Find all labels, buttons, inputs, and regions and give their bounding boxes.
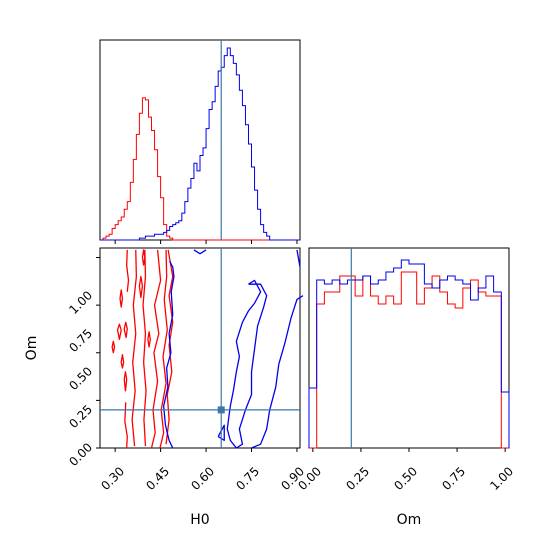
om-x-tick-label: 0.75: [439, 464, 468, 493]
om-y-tick-label: 1.00: [66, 288, 95, 317]
truth-lines: [100, 40, 352, 448]
om-y-tick-labels: 0.00 0.25 0.50 0.75 1.00: [66, 288, 95, 469]
truth-marker: [217, 406, 225, 414]
x-axis-label-h0: H0: [190, 512, 209, 528]
om-histogram: [308, 259, 510, 449]
om-x-tick-label: 0.50: [391, 464, 420, 493]
blue-contour-line: [162, 261, 175, 449]
red-contour-line: [131, 249, 138, 447]
om-y-tick-label: 0.25: [66, 402, 95, 431]
h0-om-contours: [111, 249, 304, 449]
red-contour-island: [138, 275, 144, 299]
red-contour-line: [159, 249, 168, 449]
blue-contour-line: [296, 249, 301, 268]
h0-tick-labels: 0.30 0.45 0.60 0.75 0.90: [98, 464, 307, 493]
om-histogram-panel: [308, 247, 510, 449]
blue-contour-line: [226, 279, 268, 449]
om-y-tick-label: 0.00: [66, 440, 95, 469]
h0-om-contour-panel: [99, 247, 301, 449]
red-contour-island: [119, 289, 124, 308]
red-contour-island: [141, 249, 146, 266]
h0-histogram: [100, 47, 300, 241]
red-contour-line: [150, 249, 162, 449]
h0-hist-red: [100, 97, 300, 241]
om-x-tick-labels: 0.00 0.25 0.50 0.75 1.00: [295, 464, 516, 493]
om-x-tick-label: 0.25: [343, 464, 372, 493]
red-contour-line: [126, 249, 130, 292]
y-axis-label-om: Om: [24, 336, 40, 361]
h0-tick-label: 0.75: [233, 464, 262, 493]
h0-tick-label: 0.60: [188, 464, 217, 493]
blue-contour-line: [193, 249, 207, 255]
red-contour-island: [147, 331, 151, 348]
red-contour-island: [120, 354, 125, 369]
red-contour-line: [124, 402, 128, 449]
red-contour-line: [165, 249, 174, 445]
h0-hist-blue: [100, 47, 300, 241]
red-contour-island: [111, 340, 116, 354]
om-hist-blue: [308, 259, 510, 448]
blue-contour-line: [251, 295, 304, 449]
om-x-tick-label: 1.00: [487, 464, 516, 493]
x-axis-label-om: Om: [397, 512, 422, 528]
om-y-tick-label: 0.75: [66, 326, 95, 355]
red-contour-line: [142, 249, 147, 447]
red-contour-island: [123, 321, 128, 339]
red-contour-island: [123, 371, 128, 392]
h0-tick-label: 0.30: [98, 464, 127, 493]
red-contour-island: [116, 323, 122, 341]
h0-tick-label: 0.45: [143, 464, 172, 493]
h0-histogram-panel: [99, 39, 301, 241]
ticks: [96, 240, 506, 452]
om-hist-red: [309, 271, 509, 449]
om-y-tick-label: 0.50: [66, 364, 95, 393]
